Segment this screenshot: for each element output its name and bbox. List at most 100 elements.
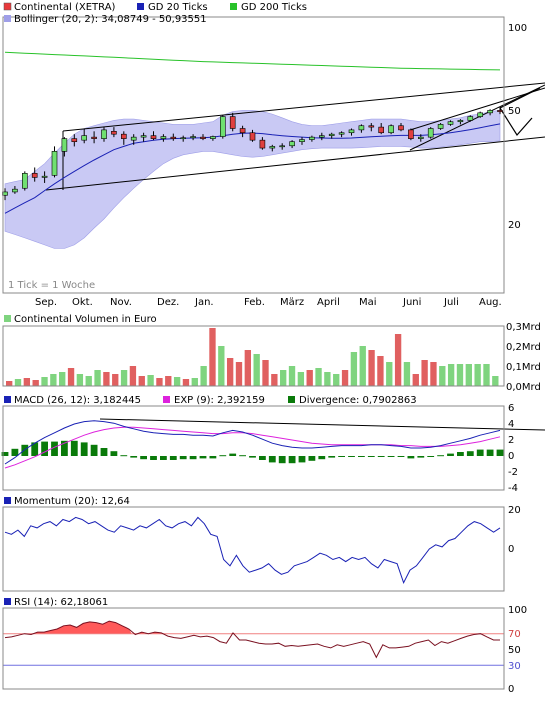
volume-bar bbox=[350, 352, 358, 386]
rsi-overbought-fill bbox=[34, 621, 132, 634]
divergence-bar bbox=[239, 455, 246, 457]
candle-body bbox=[91, 136, 97, 139]
divergence-bar bbox=[80, 442, 88, 456]
volume-bar bbox=[76, 374, 84, 386]
divergence-bar bbox=[437, 455, 444, 457]
candle-body bbox=[249, 132, 256, 141]
volume-bar bbox=[94, 370, 101, 386]
divergence-bar bbox=[407, 456, 415, 459]
macd-ytick-m4: -4 bbox=[508, 483, 518, 494]
candle-body bbox=[467, 116, 474, 121]
volume-bar bbox=[235, 362, 243, 386]
candle-body bbox=[31, 173, 38, 178]
momentum-ytick-0: 0 bbox=[508, 544, 514, 555]
divergence-bar bbox=[427, 456, 435, 457]
volume-bar bbox=[59, 372, 66, 386]
divergence-bar bbox=[209, 456, 217, 459]
divergence-bar bbox=[179, 456, 187, 460]
macd-ytick-6: 6 bbox=[508, 403, 514, 414]
volume-bar bbox=[403, 362, 411, 386]
volume-bar bbox=[14, 379, 22, 386]
volume-bar bbox=[41, 377, 48, 386]
macd-ytick-0: 0 bbox=[508, 451, 514, 462]
legend-momentum: Momentum (20): 12,64 bbox=[14, 496, 130, 507]
month-okt: Okt. bbox=[72, 297, 93, 308]
candle-body bbox=[358, 125, 365, 131]
divergence-bar bbox=[259, 456, 266, 460]
candle-body bbox=[427, 128, 434, 138]
trend-line-short bbox=[409, 84, 545, 151]
candle-body bbox=[121, 133, 127, 139]
macd-ytick-4: 4 bbox=[508, 419, 514, 430]
volume-bar bbox=[412, 374, 419, 386]
candle-body bbox=[497, 110, 503, 112]
volume-bar bbox=[341, 370, 349, 386]
candle-body bbox=[71, 138, 78, 142]
divergence-bar bbox=[199, 456, 207, 459]
gd200-line bbox=[4, 51, 501, 71]
price-ytick-20: 20 bbox=[508, 220, 521, 231]
candle-body bbox=[279, 145, 286, 148]
candle-body bbox=[160, 136, 167, 139]
volume-bar bbox=[218, 346, 225, 386]
divergence-bar bbox=[51, 441, 58, 456]
legend-volume: Continental Volumen in Euro bbox=[14, 314, 157, 325]
legend-momentum-swatch bbox=[4, 497, 11, 504]
legend-gd20: GD 20 Ticks bbox=[148, 2, 208, 13]
candle-body bbox=[318, 135, 325, 138]
momentum-marks bbox=[4, 516, 501, 584]
volume-bar bbox=[129, 366, 137, 386]
price-ytick-100: 100 bbox=[508, 23, 527, 34]
candle-body bbox=[190, 136, 196, 139]
volume-bar bbox=[465, 364, 472, 386]
candle-body bbox=[477, 112, 484, 117]
projection-arrow-upper bbox=[499, 87, 541, 109]
volume-bar bbox=[483, 364, 490, 386]
candle-body bbox=[51, 151, 58, 176]
price-ytick-50: 50 bbox=[508, 106, 521, 117]
candle-body bbox=[81, 135, 87, 141]
candle-body bbox=[150, 135, 157, 139]
candle-body bbox=[111, 131, 117, 135]
volume-frame bbox=[2, 325, 505, 387]
momentum-frame bbox=[2, 506, 505, 592]
macd-panel: MACD (26, 12): 3,182445 EXP (9): 2,39215… bbox=[1, 395, 545, 494]
month-jan: Jan. bbox=[194, 297, 214, 308]
month-maerz: März bbox=[280, 297, 304, 308]
divergence-bar bbox=[130, 456, 138, 458]
x-month-labels: Sep. Okt. Nov. Dez. Jan. Feb. März April… bbox=[35, 297, 502, 308]
volume-bar bbox=[456, 364, 464, 386]
month-aug: Aug. bbox=[479, 297, 502, 308]
volume-bar bbox=[474, 364, 481, 386]
divergence-bar bbox=[61, 440, 68, 456]
divergence-bar bbox=[229, 453, 237, 456]
volume-bar bbox=[226, 358, 234, 386]
macd-marks bbox=[1, 418, 545, 469]
trend-line-upper bbox=[409, 87, 545, 131]
divergence-bar bbox=[328, 456, 336, 458]
divergence-bar bbox=[140, 456, 147, 460]
month-april: April bbox=[317, 297, 340, 308]
legend-rsi-swatch bbox=[4, 598, 11, 605]
volume-bar bbox=[359, 346, 366, 386]
candle-body bbox=[289, 141, 295, 147]
rsi-ytick-100: 100 bbox=[508, 605, 527, 616]
divergence-bar bbox=[308, 456, 316, 461]
month-juni: Juni bbox=[402, 297, 421, 308]
candle-body bbox=[41, 175, 48, 178]
rsi-ytick-70: 70 bbox=[508, 629, 521, 640]
divergence-bar bbox=[397, 456, 405, 457]
candle-body bbox=[200, 136, 206, 139]
volume-bar bbox=[394, 334, 402, 386]
divergence-bar bbox=[486, 449, 494, 456]
macd-ytick-m2: -2 bbox=[508, 467, 518, 478]
momentum-panel: Momentum (20): 12,64 20 0 bbox=[2, 496, 521, 592]
candle-body bbox=[220, 116, 226, 137]
rsi-frame bbox=[2, 607, 505, 690]
legend-divergence-swatch bbox=[288, 396, 295, 403]
momentum-ytick-20: 20 bbox=[508, 505, 521, 516]
price-panel: Continental (XETRA) GD 20 Ticks GD 200 T… bbox=[2, 2, 545, 308]
volume-bar bbox=[244, 350, 251, 386]
divergence-bar bbox=[150, 456, 157, 460]
legend-bollinger-swatch bbox=[4, 15, 11, 22]
